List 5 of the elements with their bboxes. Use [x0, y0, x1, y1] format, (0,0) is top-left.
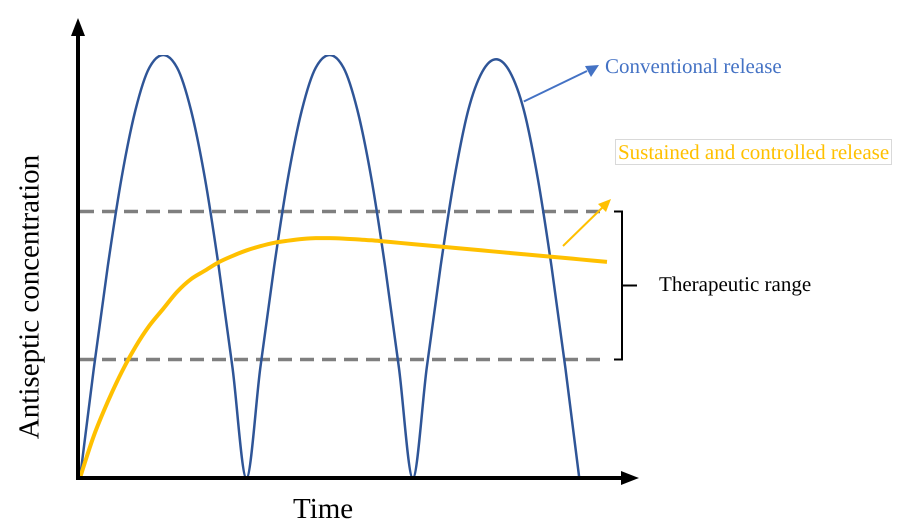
text: Therapeutic range: [659, 272, 812, 297]
text: Conventional release: [605, 54, 782, 79]
text: Sustained and controlled release: [615, 139, 892, 165]
y-axis-title: Antiseptic concentration: [14, 154, 46, 439]
x-axis-title: Time: [293, 493, 354, 526]
